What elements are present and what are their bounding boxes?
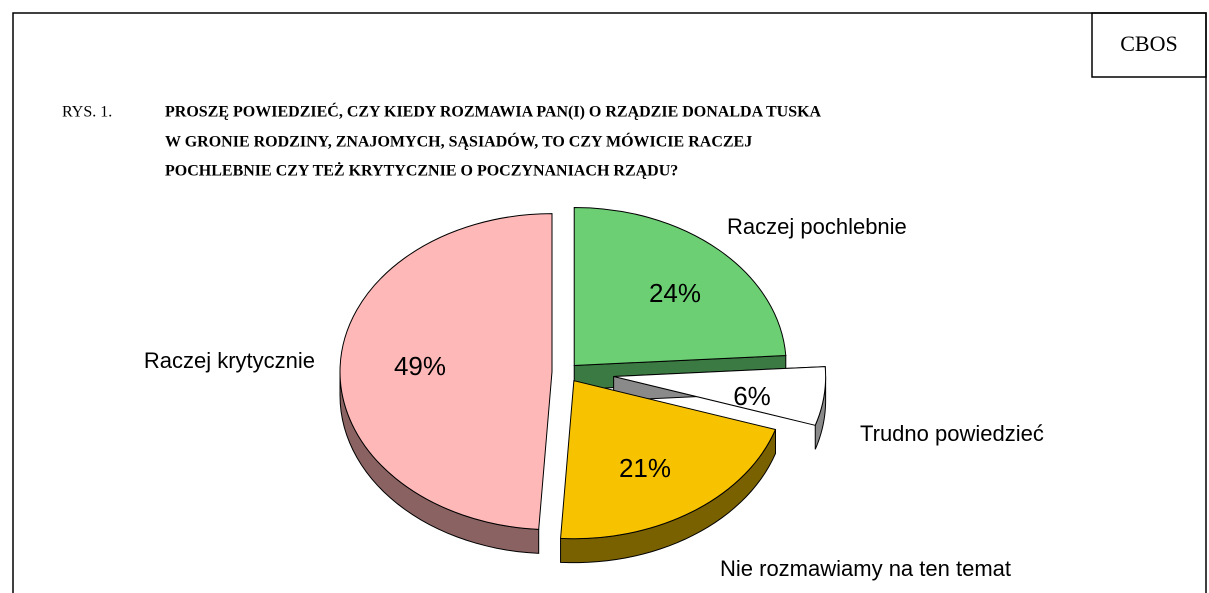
value-label: 6% (733, 381, 771, 411)
corner-label: CBOS (1120, 31, 1177, 56)
slice (573, 206, 787, 366)
corner-box (1091, 12, 1207, 78)
figure-label: RYS. 1. (62, 104, 112, 121)
frame (12, 12, 1207, 593)
category-label: Raczej pochlebnie (727, 214, 907, 239)
category-label: Raczej krytycznie (144, 348, 315, 373)
value-label: 24% (649, 278, 701, 308)
title-line: W GRONIE RODZINY, ZNAJOMYCH, SĄSIADÓW, T… (165, 132, 752, 151)
slice (339, 213, 553, 530)
title-line: PROSZĘ POWIEDZIEĆ, CZY KIEDY ROZMAWIA PA… (165, 102, 822, 121)
slice (613, 366, 827, 426)
title-line: POCHLEBNIE CZY TEŻ KRYTYCZNIE O POCZYNAN… (165, 161, 678, 180)
value-label: 21% (619, 453, 671, 483)
slice (560, 380, 777, 540)
category-label: Trudno powiedzieć (860, 421, 1044, 446)
category-label: Nie rozmawiamy na ten temat (720, 556, 1011, 581)
value-label: 49% (394, 351, 446, 381)
